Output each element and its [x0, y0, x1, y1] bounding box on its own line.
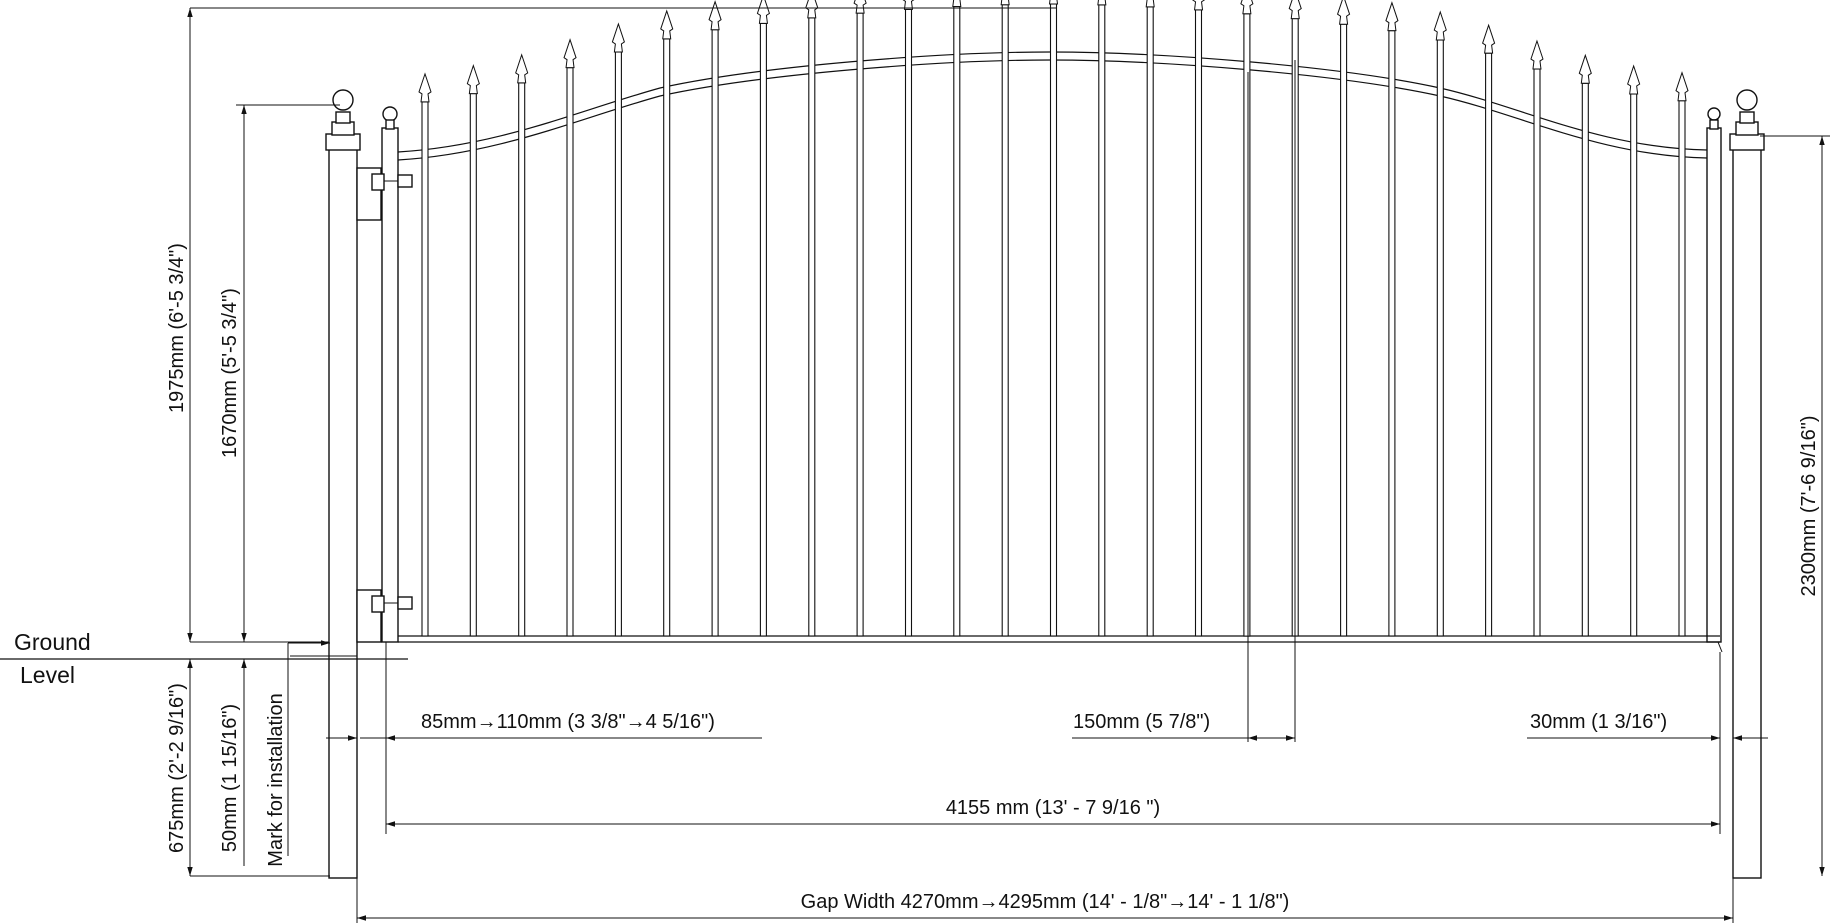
svg-text:150mm (5 7/8"): 150mm (5 7/8")	[1073, 711, 1210, 733]
vertical-bar	[1678, 100, 1686, 637]
spear-finial-icon	[611, 22, 625, 53]
spear-finial-icon	[1240, 0, 1254, 15]
mark-for-installation: Mark for installation	[265, 640, 330, 867]
spear-finial-icon	[1336, 0, 1351, 25]
height-dim-clearance: 50mm (1 15/16")	[219, 659, 247, 866]
vertical-bar	[421, 101, 429, 637]
spear-finial-icon	[1482, 23, 1496, 54]
spear-finial-icon	[1627, 64, 1641, 95]
svg-text:1975mm (6'-5 3/4"): 1975mm (6'-5 3/4")	[166, 243, 188, 413]
spear-finial-icon	[902, 0, 915, 10]
height-dim-gate-post: 1670mm (5'-5 3/4")	[219, 104, 340, 642]
vertical-bar	[1436, 39, 1444, 637]
vertical-bar	[808, 17, 816, 637]
width-dim-bar-spacing: 150mm (5 7/8")	[1072, 60, 1296, 742]
hinge-bottom	[356, 589, 413, 643]
spear-finial-icon	[1048, 0, 1059, 5]
vertical-bar	[1098, 4, 1106, 637]
svg-text:2300mm (7'-6 9/16"): 2300mm (7'-6 9/16")	[1798, 416, 1820, 597]
spear-finial-icon	[1385, 1, 1399, 32]
spear-finial-icon	[1578, 53, 1592, 84]
vertical-bars	[418, 0, 1689, 637]
spear-finial-icon	[952, 0, 962, 8]
vertical-bar	[1243, 13, 1251, 637]
svg-text:30mm (1 3/16"): 30mm (1 3/16")	[1530, 711, 1667, 733]
spear-finial-icon	[1288, 0, 1302, 20]
spear-finial-icon	[1675, 71, 1689, 102]
spear-finial-icon	[1145, 0, 1155, 8]
height-dim-post-total: 2300mm (7'-6 9/16")	[1760, 135, 1830, 876]
vertical-bar	[469, 93, 477, 637]
vertical-bar	[566, 67, 574, 637]
spear-finial-icon	[1191, 0, 1206, 11]
spear-finial-icon	[563, 38, 577, 69]
gate-frame	[381, 106, 1723, 653]
height-dim-footing: 675mm (2'-2 9/16")	[166, 659, 330, 877]
vertical-bar	[1581, 82, 1589, 637]
vertical-bar	[711, 29, 719, 637]
vertical-bar	[1194, 9, 1203, 637]
svg-text:85mm→110mm (3 3/8"→4 5/16"): 85mm→110mm (3 3/8"→4 5/16")	[421, 711, 715, 733]
ground-level-marker: Ground Level	[0, 629, 408, 688]
width-dim-hinge-gap: 85mm→110mm (3 3/8"→4 5/16")	[326, 711, 762, 741]
spear-finial-icon	[515, 53, 529, 84]
spear-finial-icon	[1000, 0, 1010, 6]
svg-text:Gap Width 4270mm→4295mm (14' -: Gap Width 4270mm→4295mm (14' - 1/8"→14' …	[801, 891, 1290, 913]
vertical-bar	[1388, 30, 1396, 637]
vertical-bar	[904, 8, 913, 637]
spear-finial-icon	[805, 0, 819, 19]
vertical-bar	[1001, 4, 1009, 637]
height-dim-gate-total: 1975mm (6'-5 3/4")	[166, 7, 1056, 642]
vertical-bar	[1533, 68, 1541, 637]
spear-finial-icon	[1530, 39, 1544, 70]
vertical-bar	[1340, 23, 1348, 637]
vertical-bar	[614, 51, 622, 637]
spear-finial-icon	[853, 0, 867, 14]
hinge-top	[356, 167, 413, 221]
left-post	[325, 89, 361, 879]
spear-finial-icon	[708, 0, 722, 31]
spear-finial-icon	[1097, 0, 1107, 6]
width-dim-gate: 4155 mm (13' - 7 9/16 ")	[385, 642, 1720, 834]
vertical-bar	[663, 38, 671, 637]
vertical-bar	[759, 22, 767, 637]
vertical-bar	[856, 12, 864, 637]
spear-finial-icon	[466, 64, 480, 95]
vertical-bar	[1049, 3, 1058, 637]
svg-text:1670mm (5'-5 3/4"): 1670mm (5'-5 3/4")	[219, 288, 241, 458]
ground-label-line1: Ground	[14, 629, 91, 655]
width-dim-gap: Gap Width 4270mm→4295mm (14' - 1/8"→14' …	[356, 656, 1734, 923]
ground-label-line2: Level	[20, 662, 75, 688]
svg-text:675mm (2'-2 9/16"): 675mm (2'-2 9/16")	[166, 683, 188, 853]
spear-finial-icon	[660, 9, 674, 40]
spear-finial-icon	[1433, 10, 1447, 41]
vertical-bar	[1630, 93, 1638, 637]
spear-finial-icon	[756, 0, 771, 24]
vertical-bar	[518, 82, 526, 637]
svg-text:Mark for installation: Mark for installation	[265, 693, 287, 866]
svg-text:50mm (1 15/16"): 50mm (1 15/16")	[219, 704, 241, 852]
vertical-bar	[953, 5, 961, 637]
vertical-bar	[1485, 52, 1493, 637]
svg-text:4155 mm (13' - 7 9/16 "): 4155 mm (13' - 7 9/16 ")	[946, 797, 1160, 819]
vertical-bar	[1146, 6, 1154, 637]
width-dim-latch-gap: 30mm (1 3/16")	[1527, 652, 1768, 834]
spear-finial-icon	[418, 72, 432, 103]
right-post	[1729, 89, 1765, 879]
